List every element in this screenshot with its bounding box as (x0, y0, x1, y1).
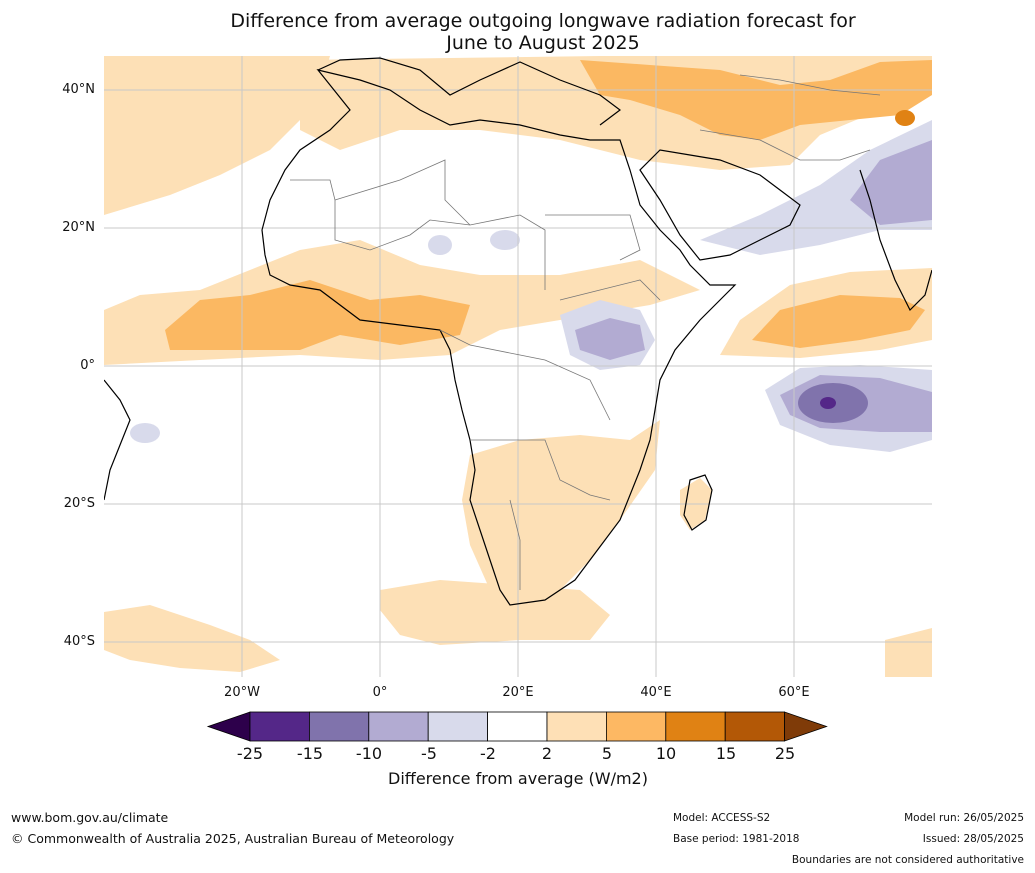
region-south-atlantic-positive (380, 580, 610, 645)
africa-coastline (261, 69, 737, 606)
colorbar-tick-1: -25 (236, 744, 264, 763)
colorbar-tick-10: 25 (774, 744, 796, 763)
region-arabian-sea-positive-core (752, 295, 925, 348)
region-indian-ocean-negative-core (820, 397, 836, 409)
title-line-1: Difference from average outgoing longwav… (230, 10, 856, 32)
arabia-coastline (639, 149, 801, 261)
south-america-coastline (104, 379, 131, 501)
colorbar-tick-8: 10 (655, 744, 677, 763)
region-atlantic-negative-small (130, 423, 160, 443)
madagascar-coastline (683, 474, 713, 531)
region-southern-africa-positive (462, 420, 660, 605)
region-north-atlantic-positive (104, 56, 330, 215)
colorbar-tick-9: 15 (715, 744, 737, 763)
europe-coastline (317, 57, 621, 126)
colorbar-tick-4: -5 (421, 744, 437, 763)
footer-website: www.bom.gov.au/climate (11, 810, 169, 825)
footer-base-period: Base period: 1981-2018 (673, 833, 800, 845)
footer-model: Model: ACCESS-S2 (673, 812, 771, 824)
lat-label-40n: 40°N (62, 82, 95, 97)
lon-label-20w: 20°W (224, 685, 260, 700)
region-tibet-positive-max (895, 110, 915, 126)
footer-issued: Issued: 28/05/2025 (922, 833, 1024, 845)
region-central-asia-positive-core (580, 60, 932, 140)
region-sudan-negative-small (490, 230, 520, 250)
region-india-negative-outer (700, 120, 932, 255)
lon-label-0: 0° (372, 685, 388, 700)
colorbar-label: Difference from average (W/m2) (388, 769, 648, 788)
india-coastline (859, 169, 932, 312)
lon-label-20e: 20°E (502, 685, 534, 700)
coastlines (104, 57, 932, 606)
map-plot-area (104, 56, 932, 677)
footer-copyright: © Commonwealth of Australia 2025, Austra… (11, 831, 455, 846)
lat-label-40s: 40°S (63, 634, 95, 649)
footer-model-run: Model run: 26/05/2025 (904, 812, 1024, 824)
region-west-africa-positive-core (165, 280, 470, 350)
chart-title: Difference from average outgoing longwav… (0, 10, 1035, 54)
region-southeast-positive (885, 628, 932, 677)
lon-label-60e: 60°E (778, 685, 810, 700)
gridlines (104, 56, 932, 677)
title-line-2: June to August 2025 (446, 32, 640, 54)
lat-label-equator: 0° (80, 358, 95, 373)
lon-label-40e: 40°E (640, 685, 672, 700)
colorbar-tick-3: -10 (355, 744, 383, 763)
region-sahara-negative-small (428, 235, 452, 255)
footer-disclaimer: Boundaries are not considered authoritat… (791, 854, 1024, 866)
lat-label-20s: 20°S (63, 496, 95, 511)
region-east-africa-negative (575, 318, 645, 360)
lat-label-20n: 20°N (62, 220, 95, 235)
region-southwest-positive (104, 605, 280, 672)
colorbar-tick-2: -15 (296, 744, 324, 763)
colorbar-tick-5: -2 (480, 744, 496, 763)
country-borders (290, 74, 881, 590)
colorbar-tick-7: 5 (601, 744, 613, 763)
colorbar-tick-6: 2 (541, 744, 553, 763)
